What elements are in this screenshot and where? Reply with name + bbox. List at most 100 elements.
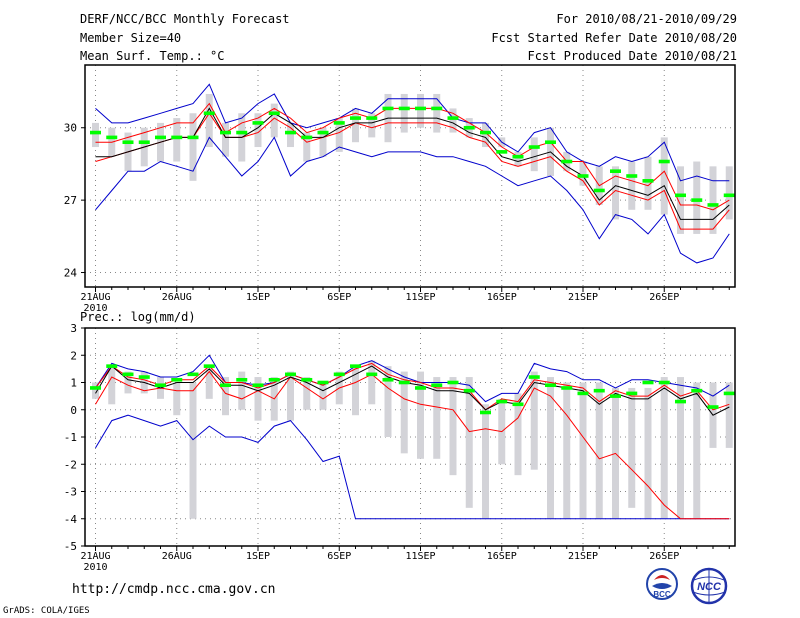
ensemble-range-box [352,366,359,416]
ensemble-mean-marker [593,388,605,393]
ensemble-range-box [205,366,213,399]
ensemble-mean-marker [301,135,313,140]
outer-upper-line [95,83,730,182]
forecast-started-date: Fcst Started Refer Date 2010/08/20 [491,31,737,45]
ensemble-mean-marker [415,386,426,390]
outer-lower-line [95,136,730,264]
outer-upper-line [95,354,730,403]
ensemble-mean-marker [626,174,638,178]
x-tick-label: 21SEP [568,551,598,562]
x-tick-label: 21SEP [568,292,598,303]
ensemble-range-box [644,387,652,519]
ensemble-mean-marker [106,135,118,140]
ensemble-mean-marker [122,372,134,377]
ensemble-mean-marker [512,154,524,159]
ensemble-mean-marker [447,380,459,385]
y-tick-label: 1 [70,377,77,390]
ensemble-mean-marker [398,106,410,111]
ensemble-mean-marker [350,364,361,368]
ensemble-mean-marker [268,377,280,382]
ensemble-mean-marker [658,159,670,164]
ensemble-mean-marker [90,386,101,390]
ensemble-range-box [660,377,668,519]
ensemble-range-box [222,122,229,157]
y-tick-label: -2 [64,458,77,471]
variable-label: Mean Surf. Temp.: °C [80,49,225,63]
precipitation-panel: -5 -4 -3 -2 -1 0 1 2 3 21AUG 26AUG 1SEP 6SEP 11SEP 16S… [64,322,736,573]
ensemble-range-box [579,161,587,186]
ensemble-mean-marker [90,130,101,135]
footer-url[interactable]: http://cmdp.ncc.cma.gov.cn [72,582,276,597]
y-tick-label: 27 [64,194,77,207]
ensemble-mean-marker [431,106,443,111]
ensemble-range-box [270,103,278,138]
ensemble-mean-marker [122,140,134,145]
ensemble-mean-marker [236,377,248,382]
ensemble-mean-marker [171,135,183,140]
ensemble-mean-marker [155,383,166,388]
ensemble-range-box [514,393,522,476]
ensemble-mean-marker [691,198,703,202]
ensemble-range-box [530,371,538,470]
inner-upper-line [95,362,730,411]
ensemble-range-box [417,93,424,128]
ensemble-mean-marker [220,383,231,388]
ensemble-range-box [612,166,619,220]
ensemble-range-box [417,371,424,459]
x-tick-label: 1SEP [246,292,270,303]
ensemble-range-box [595,382,603,519]
x-tick-label: 6SEP [327,292,351,303]
x-tick-label: 11SEP [405,551,435,562]
x-tick-label: 1SEP [246,551,270,562]
ensemble-mean-marker [382,377,394,382]
ensemble-range-box [287,122,294,148]
ensemble-mean-marker [691,388,703,393]
year-label: 2010 [83,562,107,573]
ensemble-mean-marker [496,399,508,404]
ensemble-mean-marker [528,145,540,149]
ensemble-mean-marker [203,364,215,368]
bcc-logo: BCC [640,566,684,606]
ensemble-range-box [189,382,197,519]
median-line [95,107,730,220]
x-tick-label: 26SEP [649,292,679,303]
ensemble-mean-marker [528,375,540,379]
y-tick-label: 24 [64,267,78,280]
ensemble-range-box [173,118,181,162]
ensemble-range-box [514,151,522,167]
y-tick-label: -5 [64,540,77,553]
x-tick-label: 21AUG [80,292,110,303]
inner-lower-line [95,112,730,230]
ensemble-mean-marker [610,394,621,398]
ensemble-range-box [205,93,213,148]
ensemble-range-box [352,108,359,143]
ensemble-range-box [660,137,668,215]
x-tick-label: 26AUG [162,292,192,303]
ensemble-mean-marker [593,188,605,193]
ensemble-mean-marker [561,386,573,390]
ensemble-mean-marker [333,372,345,377]
ensemble-range-box [482,122,489,148]
y-tick-label: 30 [64,122,77,135]
ensemble-range-box [547,377,554,519]
y-tick-label: -3 [64,486,77,499]
ensemble-range-box [173,382,181,416]
svg-text:NCC: NCC [697,581,722,593]
y-tick-label: 3 [70,322,77,335]
ensemble-mean-marker [415,106,426,111]
ensemble-range-box [644,156,652,210]
inner-lower-line [95,370,730,520]
ensemble-range-box [449,377,457,476]
ensemble-mean-marker [236,130,248,135]
ensemble-range-box [433,377,441,459]
ensemble-mean-marker [723,391,735,396]
year-label: 2010 [83,303,107,314]
ensemble-range-box [238,371,246,410]
outer-lower-line [95,414,730,520]
ensemble-mean-marker [642,179,654,183]
ensemble-range-box [449,108,457,133]
ensemble-mean-marker [723,193,735,198]
ensemble-mean-marker [561,159,573,164]
x-tick-label: 16SEP [487,551,517,562]
ensemble-mean-marker [480,130,491,135]
